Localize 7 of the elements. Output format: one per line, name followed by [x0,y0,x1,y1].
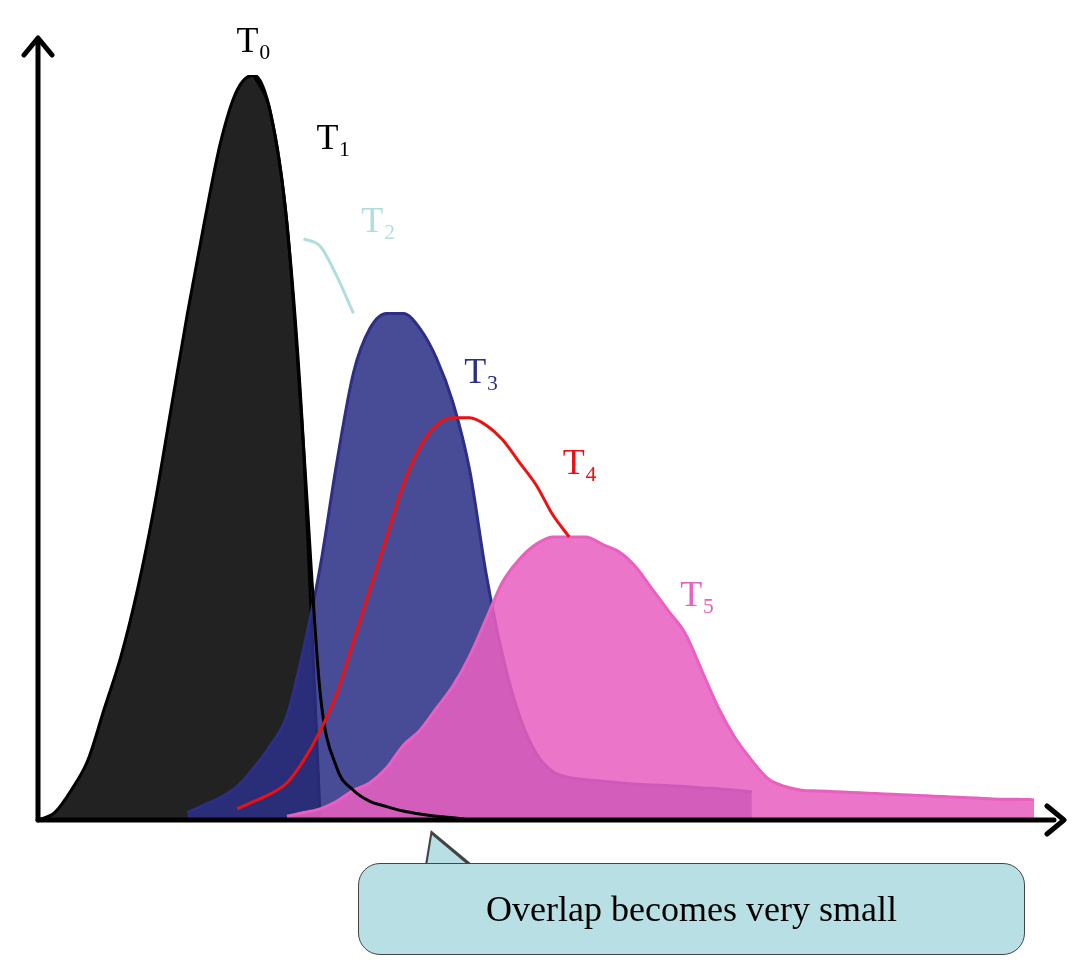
series-label: T₀ [236,20,272,61]
series-label: T₂ [361,200,396,241]
series-label: T₄ [562,442,598,483]
series-label: T₃ [464,350,499,391]
series-label: T₅ [680,574,715,615]
series-label: T₁ [316,117,352,158]
text: Overlap becomes very small [358,863,1025,955]
